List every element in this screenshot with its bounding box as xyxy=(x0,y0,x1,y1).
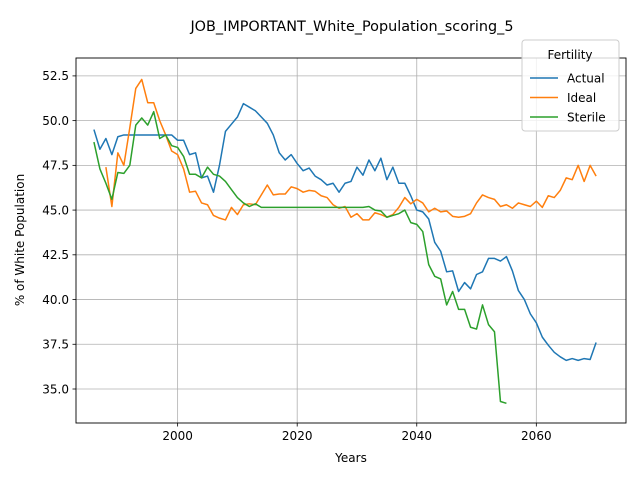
x-tick-label: 2020 xyxy=(282,429,313,443)
plot-frame xyxy=(75,57,627,424)
y-tick-label: 45.0 xyxy=(42,203,69,217)
series-lines xyxy=(93,78,597,405)
legend-label-ideal: Ideal xyxy=(567,91,596,105)
y-axis-label: % of White Population xyxy=(13,174,27,306)
y-tick-label: 35.0 xyxy=(42,382,69,396)
y-axis-ticks: 35.0 37.5 40.0 42.5 45.0 47.5 50.0 52.5 xyxy=(42,69,76,396)
y-tick-label: 37.5 xyxy=(42,338,69,352)
legend-box xyxy=(521,39,620,132)
y-tick-label: 42.5 xyxy=(42,248,69,262)
x-tick-label: 2040 xyxy=(401,429,432,443)
legend: Fertility Actual Ideal Sterile xyxy=(521,39,620,132)
legend-title: Fertility xyxy=(547,48,592,62)
x-axis-label: Years xyxy=(334,451,367,465)
x-tick-label: 2000 xyxy=(162,429,193,443)
chart-title: JOB_IMPORTANT_White_Population_scoring_5 xyxy=(189,19,513,35)
series-line-ideal xyxy=(105,78,597,221)
y-tick-label: 50.0 xyxy=(42,114,69,128)
series-line-sterile xyxy=(93,110,507,405)
y-tick-label: 47.5 xyxy=(42,159,69,173)
series-line-actual xyxy=(93,102,597,362)
x-axis-ticks: 2000 2020 2040 2060 xyxy=(162,423,552,443)
legend-label-actual: Actual xyxy=(567,71,605,85)
legend-items: Actual Ideal Sterile xyxy=(530,71,606,124)
legend-label-sterile: Sterile xyxy=(567,110,606,124)
y-tick-label: 40.0 xyxy=(42,293,69,307)
y-tick-label: 52.5 xyxy=(42,69,69,83)
x-tick-label: 2060 xyxy=(521,429,552,443)
